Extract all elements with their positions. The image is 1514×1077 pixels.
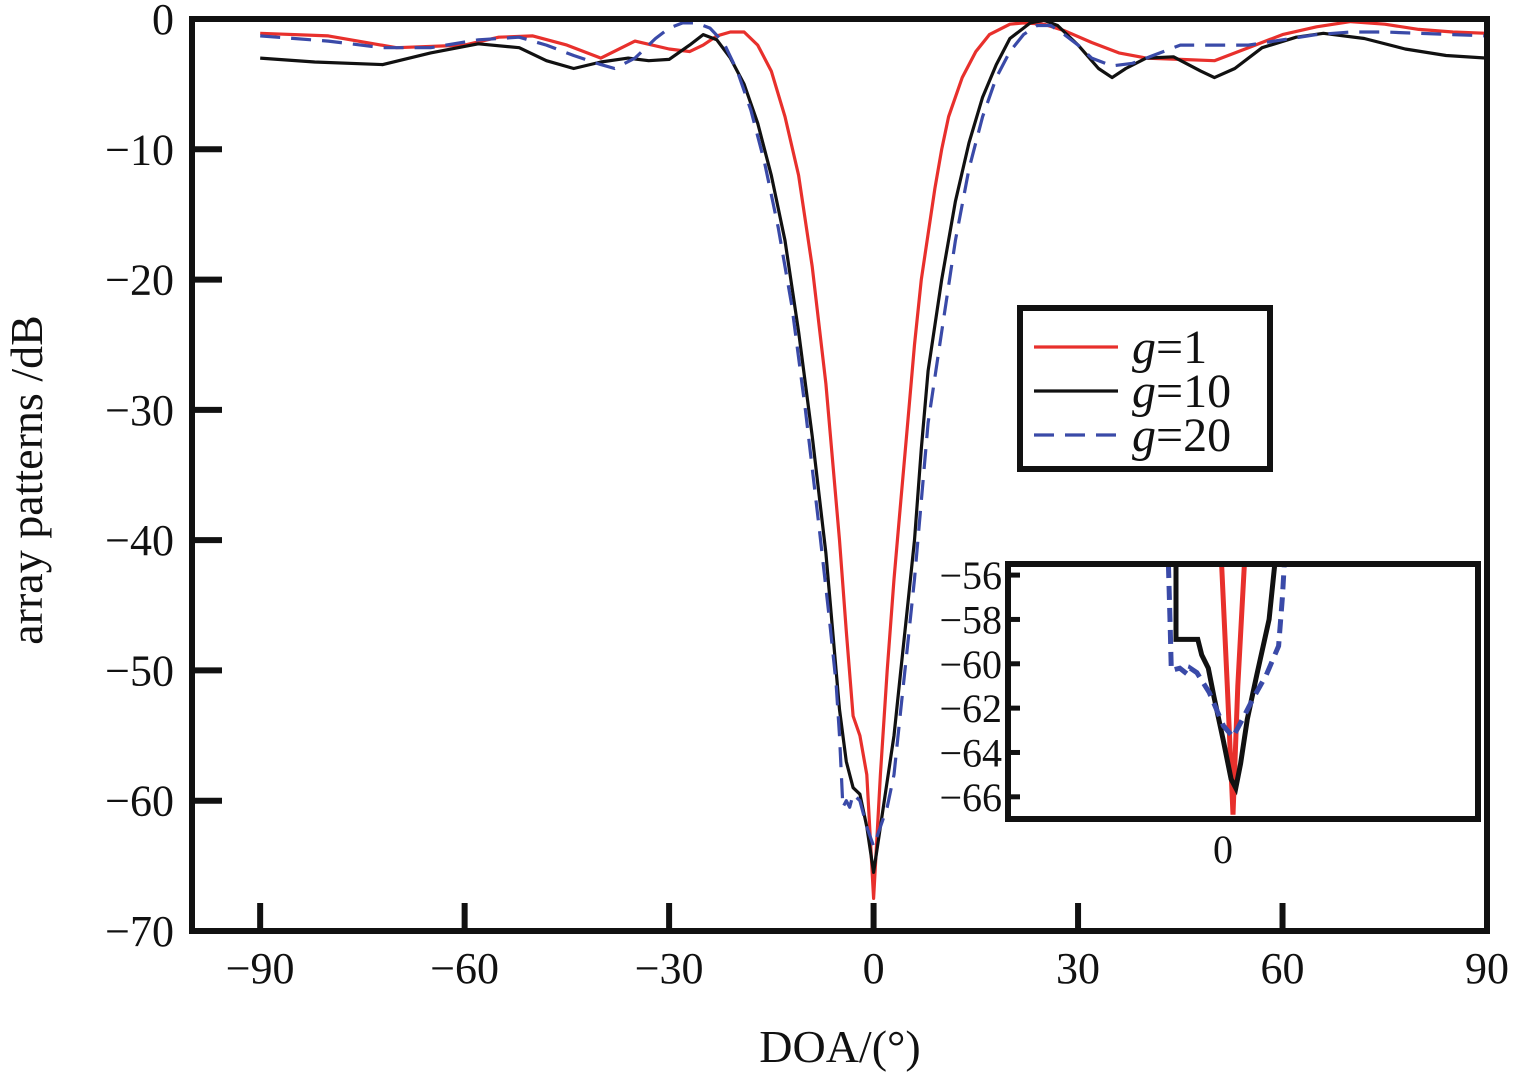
legend-box	[1017, 305, 1273, 472]
y-axis-title: array patterns /dB	[1, 315, 52, 645]
legend-label: g=20	[1132, 409, 1231, 462]
inset-zoom-plot: −56−58−60−62−64−66 0	[939, 553, 1481, 872]
y-tick-label: −20	[105, 256, 174, 305]
x-tick-label: 60	[1261, 944, 1305, 993]
x-axis-title: DOA/(°)	[759, 1021, 920, 1072]
y-tick-label: −10	[105, 125, 174, 174]
inset-y-tick-label: −66	[939, 775, 1002, 820]
inset-series-line-g-20	[1165, 564, 1287, 742]
plot-frame	[189, 16, 1490, 934]
x-tick-label: −30	[635, 944, 704, 993]
y-tick-label: −30	[105, 386, 174, 435]
x-tick-label: −60	[430, 944, 499, 993]
x-tick-label: 90	[1465, 944, 1509, 993]
y-tick-label: −40	[105, 516, 174, 565]
y-tick-label: −50	[105, 646, 174, 695]
x-tick-label: 0	[863, 944, 885, 993]
inset-y-tick-label: −62	[939, 686, 1002, 731]
inset-x-tick-label: 0	[1213, 827, 1233, 872]
y-tick-label: −60	[105, 777, 174, 826]
series-line-g-20	[260, 21, 1488, 848]
inset-y-tick-label: −56	[939, 553, 1002, 598]
inset-y-tick-label: −58	[939, 597, 1002, 642]
series-line-g-10	[260, 18, 1488, 874]
inset-frame	[1005, 561, 1481, 822]
x-tick-label: −90	[226, 944, 295, 993]
inset-y-tick-label: −60	[939, 642, 1002, 687]
inset-y-tick-label: −64	[939, 730, 1002, 775]
legend: g=1g=10g=20	[1017, 305, 1273, 472]
legend-label: g=1	[1132, 321, 1207, 374]
y-tick-label: 0	[152, 0, 174, 44]
inset-series-line-g-10	[1173, 564, 1278, 796]
main-plot: −90 −60 −30 0 30 60 90 0 −10 −20 −30 −40 −50 −60 −70	[105, 0, 1509, 993]
inset-series-line-g-1	[1219, 564, 1247, 815]
legend-label: g=10	[1132, 365, 1231, 418]
y-tick-label: −70	[105, 907, 174, 956]
x-tick-label: 30	[1056, 944, 1100, 993]
